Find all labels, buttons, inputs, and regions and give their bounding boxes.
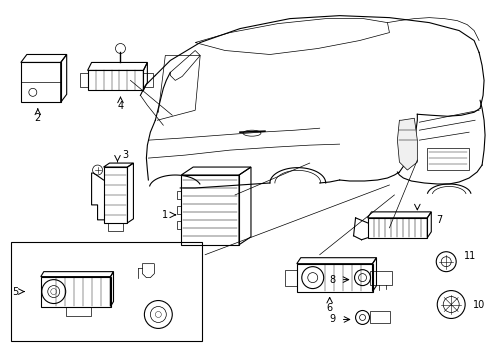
Text: 3: 3 [122, 150, 128, 160]
Text: 1: 1 [162, 210, 168, 220]
Text: 6: 6 [326, 302, 332, 312]
Text: 2: 2 [35, 113, 41, 123]
Text: 9: 9 [329, 314, 335, 324]
Text: 4: 4 [117, 101, 123, 111]
Bar [11, 242, 202, 341]
Text: 10: 10 [472, 300, 485, 310]
Text: 8: 8 [329, 275, 335, 285]
Bar [427, 148, 468, 170]
Polygon shape [397, 118, 416, 170]
Text: 5: 5 [12, 287, 18, 297]
Text: 7: 7 [435, 215, 442, 225]
Text: 11: 11 [463, 251, 475, 261]
